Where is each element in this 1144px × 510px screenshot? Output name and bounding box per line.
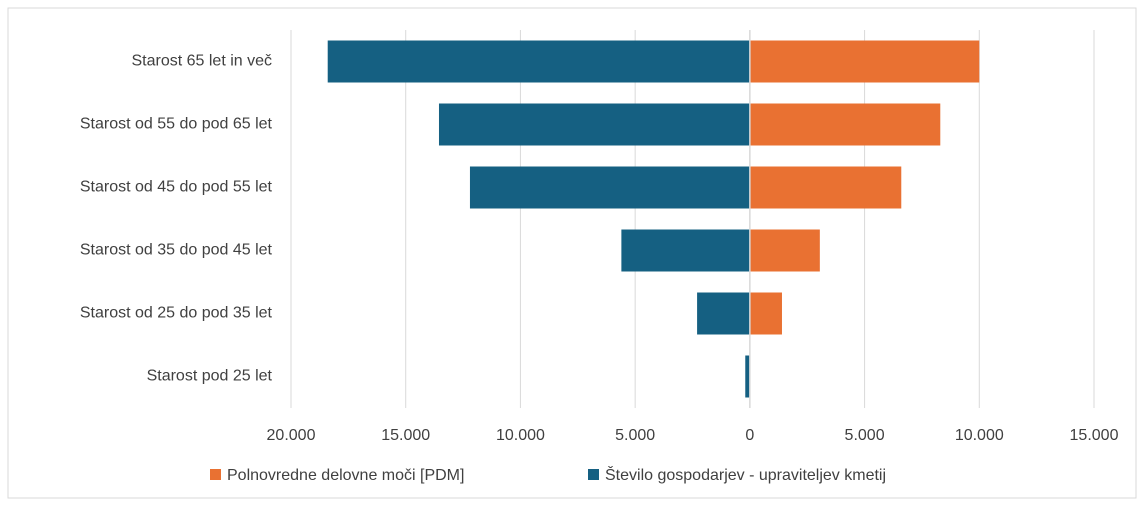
- x-tick-label: 15.000: [1070, 427, 1119, 444]
- category-label: Starost od 45 do pod 55 let: [80, 179, 273, 196]
- bar: [469, 166, 750, 209]
- bar: [745, 355, 750, 398]
- category-label: Starost 65 let in več: [131, 53, 272, 70]
- bar: [749, 166, 902, 209]
- bar: [749, 40, 980, 83]
- category-label: Starost od 55 do pod 65 let: [80, 116, 273, 133]
- x-tick-label: 20.000: [267, 427, 316, 444]
- x-tick-label: 15.000: [381, 427, 430, 444]
- bar: [749, 103, 941, 146]
- x-tick-label: 5.000: [845, 427, 885, 444]
- chart-border: [7, 7, 1137, 499]
- x-tick-label: 10.000: [496, 427, 545, 444]
- x-tick-label: 0: [745, 427, 754, 444]
- legend-label: Število gospodarjev - upraviteljev kmeti…: [605, 465, 886, 484]
- bar: [749, 292, 782, 335]
- bar: [749, 229, 820, 272]
- x-tick-label: 10.000: [955, 427, 1004, 444]
- category-label: Starost pod 25 let: [147, 368, 273, 385]
- bar: [621, 229, 750, 272]
- legend-swatch: [588, 469, 599, 480]
- bar: [438, 103, 750, 146]
- x-tick-label: 5.000: [615, 427, 655, 444]
- bar: [327, 40, 750, 83]
- legend-label: Polnovredne delovne moči [PDM]: [227, 467, 464, 484]
- category-label: Starost od 25 do pod 35 let: [80, 305, 273, 322]
- bar: [697, 292, 750, 335]
- legend-swatch: [210, 469, 221, 480]
- category-label: Starost od 35 do pod 45 let: [80, 242, 273, 259]
